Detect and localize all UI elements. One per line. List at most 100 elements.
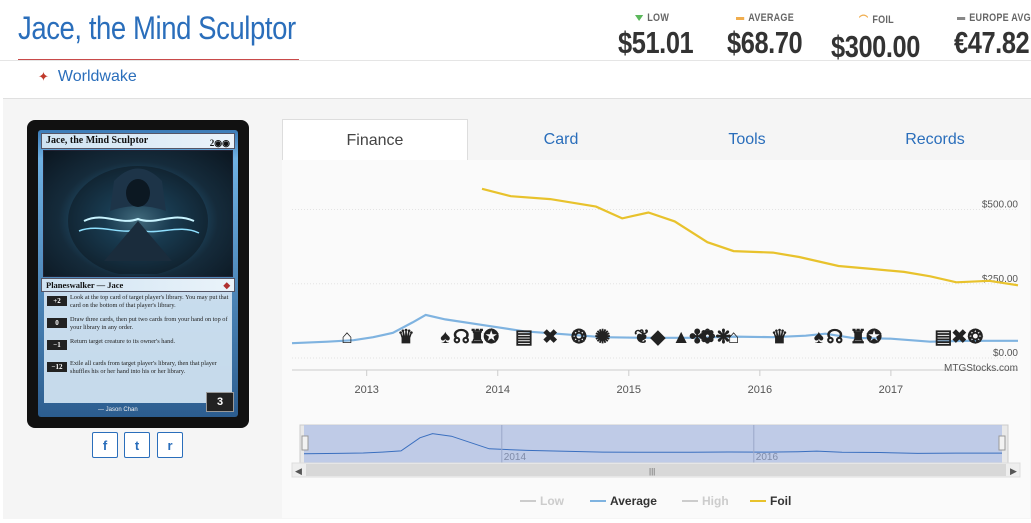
scroll-left-arrow-icon[interactable]: ◀ (295, 466, 302, 476)
set-release-marker[interactable]: ❁ (699, 327, 715, 348)
series-line-average[interactable] (291, 313, 1018, 345)
rules-text-box: +2 Look at the top card of target player'… (44, 292, 232, 403)
set-release-marker[interactable]: ♠ (814, 327, 824, 348)
set-name: Worldwake (57, 68, 137, 85)
navigator-tick-label: 2016 (756, 452, 779, 463)
ability-text: Exile all cards from target player's lib… (70, 360, 217, 375)
ability: −12 Exile all cards from target player's … (47, 360, 229, 376)
loyalty-cost: −1 (47, 340, 67, 350)
navigator-right-handle[interactable] (998, 435, 1006, 451)
artist-credit: — Jason Chan (98, 407, 138, 413)
set-release-marker[interactable]: ⌂ (728, 327, 739, 348)
ability-text: Return target creature to its owner's ha… (70, 338, 176, 345)
legend-item-high[interactable]: High (702, 494, 729, 508)
price-average: AVERAGE $68.70 (727, 12, 819, 61)
legend-item-low[interactable]: Low (540, 494, 565, 508)
set-release-marker[interactable]: ✤ (689, 327, 705, 348)
set-release-marker[interactable]: ⌂ (341, 327, 352, 348)
series-line-foil[interactable] (481, 187, 1019, 287)
card-face: Jace, the Mind Sculptor 2◉◉ Planeswalker… (38, 130, 238, 417)
facebook-share-button[interactable]: f (92, 432, 118, 458)
set-release-marker[interactable]: ◆ (650, 327, 667, 348)
tab-bar: Finance Card Tools Records (282, 119, 1030, 160)
set-release-marker[interactable]: ▤ (515, 327, 533, 348)
set-release-marker[interactable]: ♛ (397, 327, 414, 348)
y-tick-label: $0.00 (993, 348, 1018, 359)
x-tick-label: 2015 (617, 384, 641, 396)
tab-records[interactable]: Records (840, 119, 1030, 160)
ability-text: Look at the top card of target player's … (70, 294, 229, 309)
tab-tools-label: Tools (728, 131, 766, 148)
chart-series (291, 187, 1019, 345)
set-release-marker[interactable]: ♜ (469, 327, 486, 348)
artist-name: Jason Chan (105, 407, 138, 413)
set-release-marker[interactable]: ▲ (672, 327, 691, 348)
navigator-series (303, 433, 1002, 455)
price-low-label: LOW (647, 12, 670, 24)
price-average-value: $68.70 (727, 25, 803, 60)
price-low-value: $51.01 (618, 25, 694, 60)
legend-item-foil[interactable]: Foil (770, 494, 791, 508)
set-release-marker[interactable]: ♜ (850, 327, 867, 348)
dash-icon (957, 16, 966, 20)
set-release-markers: ⌂ ♛ ♠ ☊ ♜✪ ▤ ✖ ❂ ✺ ❦ ◆ ▲✤❁ ❋⌂ ♛ ♠ ☊ ♜ ✪ ▤ ✖ ❂ (341, 327, 984, 348)
price-average-label: AVERAGE (748, 12, 794, 24)
set-symbol-icon: ✦ (38, 69, 49, 84)
down-triangle-icon (635, 15, 644, 21)
tab-tools[interactable]: Tools (654, 119, 840, 160)
header-divider (0, 60, 1031, 61)
price-summary: LOW $51.01 AVERAGE $68.70 ⌒ FOIL $300.00 … (618, 12, 1031, 64)
reddit-icon: r (167, 438, 173, 453)
chart-legend: Low Average High Foil (520, 494, 791, 508)
set-release-marker[interactable]: ▤ (934, 327, 952, 348)
twitter-share-button[interactable]: t (124, 432, 150, 458)
navigator-selection[interactable] (304, 425, 1002, 463)
ability: 0 Draw three cards, then put two cards fr… (47, 316, 229, 332)
card-art (43, 150, 233, 277)
set-release-marker[interactable]: ✪ (866, 327, 882, 348)
navigator-left-handle[interactable] (301, 435, 309, 451)
mana-cost: 2◉◉ (209, 138, 230, 148)
card-image[interactable]: Jace, the Mind Sculptor 2◉◉ Planeswalker… (27, 120, 249, 428)
price-chart-svg: $500.00 $250.00 $0.00 2013 2014 2015 2016 2017… (291, 187, 1021, 508)
set-release-marker[interactable]: ♛ (771, 327, 788, 348)
set-release-marker[interactable]: ✖ (951, 327, 967, 348)
set-release-marker[interactable]: ✖ (542, 327, 558, 348)
set-release-marker[interactable]: ✪ (483, 327, 499, 348)
title-underline (18, 59, 299, 60)
curve-icon: ⌒ (859, 15, 869, 27)
chart-grid (292, 209, 1018, 371)
set-release-marker[interactable]: ☊ (826, 327, 843, 348)
facebook-icon: f (102, 438, 108, 453)
set-link[interactable]: ✦ Worldwake (38, 68, 137, 86)
tab-finance[interactable]: Finance (282, 119, 468, 160)
page-title: Jace, the Mind Sculptor (18, 10, 296, 46)
range-navigator[interactable]: 2014 2016 ◀ ▶ ||| (291, 424, 1021, 478)
scrollbar-thumb[interactable] (306, 464, 1006, 476)
price-europe: EUROPE AVG €47.82 (954, 12, 1031, 61)
tab-card[interactable]: Card (468, 119, 654, 160)
card-image-name: Jace, the Mind Sculptor (46, 135, 149, 146)
set-release-marker[interactable]: ❂ (966, 327, 984, 348)
type-line: Planeswalker — Jace ◆ (41, 278, 235, 292)
scrollbar-grip-icon: ||| (649, 467, 655, 476)
set-release-marker[interactable]: ❦ (634, 327, 650, 348)
y-axis: $500.00 $250.00 $0.00 (982, 200, 1019, 359)
reddit-share-button[interactable]: r (157, 432, 183, 458)
dash-icon (736, 16, 745, 20)
legend-item-average[interactable]: Average (610, 494, 657, 508)
navigator-tick-label: 2014 (504, 452, 527, 463)
x-tick-label: 2017 (879, 384, 903, 396)
set-release-marker[interactable]: ☊ (453, 327, 470, 348)
price-europe-label: EUROPE AVG (969, 12, 1031, 24)
set-release-marker[interactable]: ❂ (570, 327, 588, 348)
ability: −1 Return target creature to its owner's … (47, 338, 229, 354)
navigator-x-axis: 2014 2016 (501, 425, 779, 463)
price-europe-value: €47.82 (954, 25, 1030, 60)
set-release-marker[interactable]: ♠ (440, 327, 450, 348)
scroll-right-arrow-icon[interactable]: ▶ (1010, 466, 1017, 476)
set-release-marker[interactable]: ✺ (595, 327, 611, 348)
set-release-marker[interactable]: ❋ (715, 327, 731, 348)
price-foil-label: FOIL (872, 14, 894, 26)
price-chart[interactable]: $500.00 $250.00 $0.00 2013 2014 2015 2016 2017… (282, 160, 1030, 518)
